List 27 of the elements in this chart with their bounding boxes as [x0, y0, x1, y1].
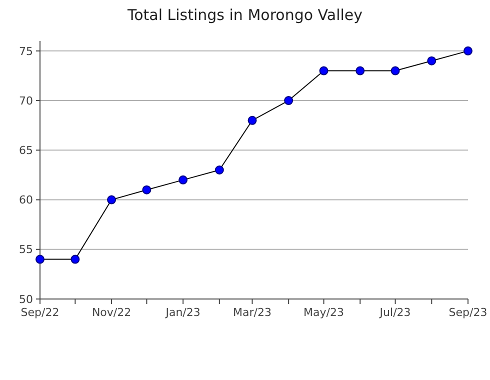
x-tick-label: Mar/23 — [233, 306, 272, 319]
point — [356, 66, 365, 76]
point — [464, 46, 472, 56]
y-tick-label: 50 — [19, 292, 33, 306]
y-tick-label: 60 — [19, 194, 33, 207]
point — [248, 116, 257, 125]
y-tick-label: 55 — [19, 243, 33, 256]
point — [178, 175, 188, 184]
y-tick-label: 75 — [19, 44, 33, 58]
x-tick-label: Sep/23 — [448, 306, 488, 319]
point — [427, 56, 436, 66]
point — [390, 66, 400, 76]
point — [284, 96, 294, 106]
point — [142, 185, 152, 194]
x-tick-label: Nov/22 — [92, 306, 132, 319]
point — [319, 66, 328, 76]
point — [214, 166, 224, 174]
chart-title: Total Listings in Morongo Valley — [126, 6, 363, 24]
x-tick-label: Jul/23 — [378, 306, 411, 319]
y-tick-label: 65 — [19, 144, 33, 158]
y-tick-label: 70 — [19, 94, 33, 108]
point — [36, 254, 44, 264]
x-tick-label: Sep/22 — [20, 306, 60, 319]
point — [107, 195, 116, 204]
x-tick-label: Jan/23 — [164, 306, 200, 319]
point — [70, 254, 80, 264]
x-tick-label: May/23 — [304, 306, 344, 319]
